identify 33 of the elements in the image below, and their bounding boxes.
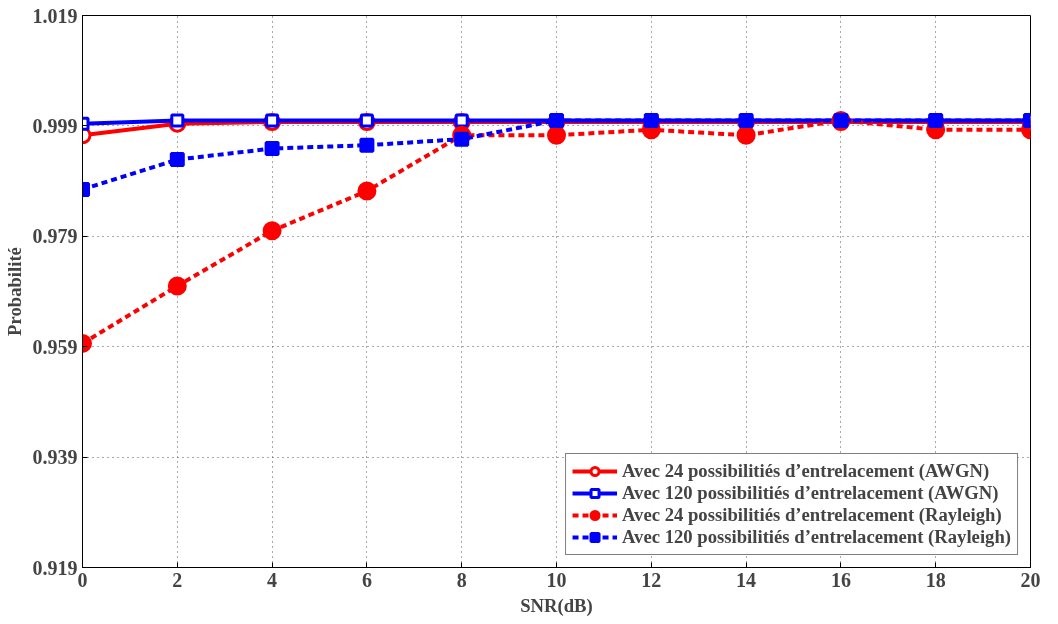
point bbox=[170, 113, 185, 128]
legend-label: Avec 24 possibilitiés d’entrelacement (AWGN) bbox=[622, 460, 990, 482]
x-tick-label: 18 bbox=[925, 568, 946, 591]
legend-label: Avec 24 possibilitiés d’entrelacement (Rayleigh) bbox=[622, 504, 1002, 526]
x-tick-label: 6 bbox=[361, 568, 372, 591]
point bbox=[359, 137, 375, 153]
x-tick-label: 2 bbox=[172, 568, 183, 591]
y-tick-label: 0.959 bbox=[32, 335, 78, 358]
y-tick-label: 0.999 bbox=[32, 114, 78, 137]
point bbox=[262, 221, 282, 241]
point bbox=[547, 125, 566, 145]
point bbox=[167, 276, 187, 296]
x-tick-label: 8 bbox=[456, 568, 467, 591]
legend-label: Avec 120 possibilitiés d’entrelacement (AWGN) bbox=[622, 482, 999, 504]
y-tick-label: 0.919 bbox=[32, 556, 78, 579]
x-tick-label: 10 bbox=[546, 568, 567, 591]
point bbox=[264, 141, 280, 157]
x-tick-label: 4 bbox=[267, 568, 278, 591]
x-tick-label: 20 bbox=[1020, 568, 1041, 591]
point bbox=[454, 131, 470, 147]
y-tick-label: 1.019 bbox=[32, 4, 78, 27]
x-tick-label: 12 bbox=[641, 568, 662, 591]
point bbox=[357, 181, 377, 201]
y-axis-title: Probabilité bbox=[3, 247, 25, 336]
y-tick-label: 0.939 bbox=[32, 446, 78, 469]
point bbox=[736, 125, 756, 145]
x-tick-label: 0 bbox=[77, 568, 88, 591]
x-tick-label: 16 bbox=[830, 568, 851, 591]
legend-label: Avec 120 possibilitiés d’entrelacement (Rayleigh) bbox=[622, 526, 1011, 548]
x-tick-label: 14 bbox=[736, 568, 757, 591]
y-tick-label: 0.979 bbox=[32, 225, 78, 248]
point bbox=[169, 152, 185, 168]
x-axis-title: SNR(dB) bbox=[520, 594, 593, 617]
